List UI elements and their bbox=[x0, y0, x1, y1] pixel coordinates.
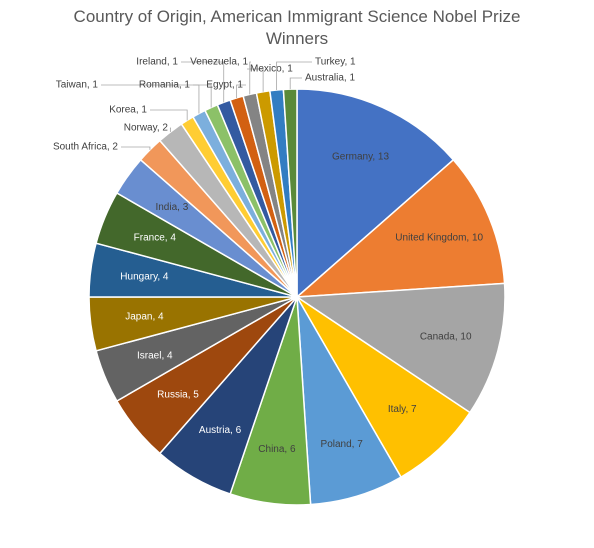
data-label: Romania, 1 bbox=[139, 80, 191, 91]
data-label: Norway, 2 bbox=[124, 123, 169, 134]
data-label: Australia, 1 bbox=[305, 73, 355, 84]
leader-line bbox=[150, 109, 188, 121]
data-label: India, 3 bbox=[155, 202, 188, 213]
data-label: Austria, 6 bbox=[199, 425, 242, 436]
data-label: Germany, 13 bbox=[332, 151, 389, 162]
data-label: Korea, 1 bbox=[109, 105, 147, 116]
data-label: Italy, 7 bbox=[388, 404, 417, 415]
leader-line bbox=[289, 77, 302, 90]
pie-slice: United Kingdom bbox=[294, 158, 506, 298]
leader-line bbox=[276, 61, 312, 91]
data-label: Mexico, 1 bbox=[250, 64, 293, 75]
leader-line bbox=[169, 127, 171, 132]
title-line: Country of Origin, American Immigrant Sc… bbox=[74, 7, 521, 26]
data-label: South Africa, 2 bbox=[53, 142, 118, 153]
data-label: Ireland, 1 bbox=[136, 57, 178, 68]
data-label: United Kingdom, 10 bbox=[395, 233, 483, 244]
data-label: Egypt, 1 bbox=[206, 80, 243, 91]
pie-slice: Canada bbox=[294, 282, 506, 414]
data-label: Russia, 5 bbox=[157, 389, 199, 400]
data-label: Poland, 7 bbox=[321, 439, 364, 450]
data-label: China, 6 bbox=[258, 444, 296, 455]
leader-line bbox=[236, 84, 246, 98]
data-label: Venezuela, 1 bbox=[190, 57, 248, 68]
data-label: Hungary, 4 bbox=[120, 272, 169, 283]
leader-line bbox=[247, 68, 264, 92]
pie-slice: Germany bbox=[296, 88, 455, 299]
chart-title: Country of Origin, American Immigrant Sc… bbox=[74, 7, 521, 48]
data-label: Canada, 10 bbox=[420, 331, 472, 342]
leader-line bbox=[193, 84, 212, 108]
data-label: France, 4 bbox=[134, 233, 177, 244]
data-label: Turkey, 1 bbox=[315, 57, 356, 68]
title-line: Winners bbox=[266, 29, 328, 48]
leader-line bbox=[249, 61, 251, 95]
leader-line bbox=[121, 146, 151, 150]
leader-line bbox=[181, 61, 225, 103]
data-label: Taiwan, 1 bbox=[56, 80, 99, 91]
data-label: Japan, 4 bbox=[125, 312, 164, 323]
data-label: Israel, 4 bbox=[137, 351, 173, 362]
